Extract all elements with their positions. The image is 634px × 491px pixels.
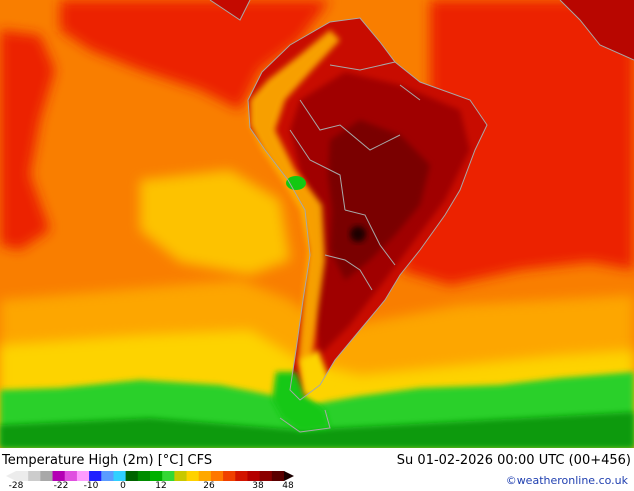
north-pacific-hot: [60, 0, 330, 110]
legend-tick-label: 0: [120, 481, 126, 491]
legend-swatch: [150, 471, 163, 481]
legend-tick-label: -22: [53, 481, 69, 491]
legend-swatch: [89, 471, 102, 481]
legend-swatch: [223, 471, 236, 481]
temperature-map: [0, 0, 634, 448]
legend-swatch: [259, 471, 273, 481]
legend-swatch: [174, 471, 188, 481]
legend-tick-label: -28: [8, 481, 24, 491]
patagonia-yellow: [300, 350, 330, 400]
map-graphic: [0, 0, 634, 448]
legend-swatch: [113, 471, 127, 481]
legend-swatch: [235, 471, 248, 481]
legend-min-arrow: [6, 471, 16, 481]
legend-tick-label: 12: [155, 481, 167, 491]
northwest-hot: [0, 30, 55, 250]
legend-swatch: [198, 471, 212, 481]
color-legend: [6, 471, 294, 481]
andes-cool-strip: [250, 30, 340, 395]
andes-green-patch: [286, 176, 306, 190]
legend-swatch: [162, 471, 175, 481]
patagonia-cool: [272, 372, 330, 432]
legend-tick-label: 26: [203, 481, 215, 491]
legend-swatch: [101, 471, 114, 481]
hottest-spot: [350, 226, 366, 242]
legend-swatch: [247, 471, 261, 481]
legend-tick-label: -10: [83, 481, 99, 491]
pacific-yellow-tongue: [140, 170, 290, 275]
legend-swatch: [271, 471, 285, 481]
credit-link[interactable]: ©weatheronline.co.uk: [505, 474, 628, 487]
legend-swatch: [186, 471, 200, 481]
legend-swatch: [76, 471, 90, 481]
valid-time: Su 01-02-2026 00:00 UTC (00+456): [396, 453, 631, 468]
legend-swatch: [137, 471, 151, 481]
north-america-corner: [560, 0, 634, 60]
legend-tick-label: 38: [252, 481, 264, 491]
country-borders: [209, 0, 634, 433]
legend-swatch: [40, 471, 54, 481]
legend-swatch: [52, 471, 66, 481]
legend-max-arrow: [284, 471, 294, 481]
legend-swatch: [125, 471, 139, 481]
map-title: Temperature High (2m) [°C] CFS: [2, 453, 213, 468]
legend-swatch: [28, 471, 41, 481]
legend-swatch: [16, 471, 29, 481]
map-footer: Temperature High (2m) [°C] CFS Su 01-02-…: [0, 448, 634, 491]
legend-swatch: [210, 471, 224, 481]
north-america-west: [210, 0, 250, 20]
atlantic-hot: [400, 0, 634, 285]
legend-tick-label: 48: [282, 481, 294, 491]
legend-swatch: [64, 471, 78, 481]
